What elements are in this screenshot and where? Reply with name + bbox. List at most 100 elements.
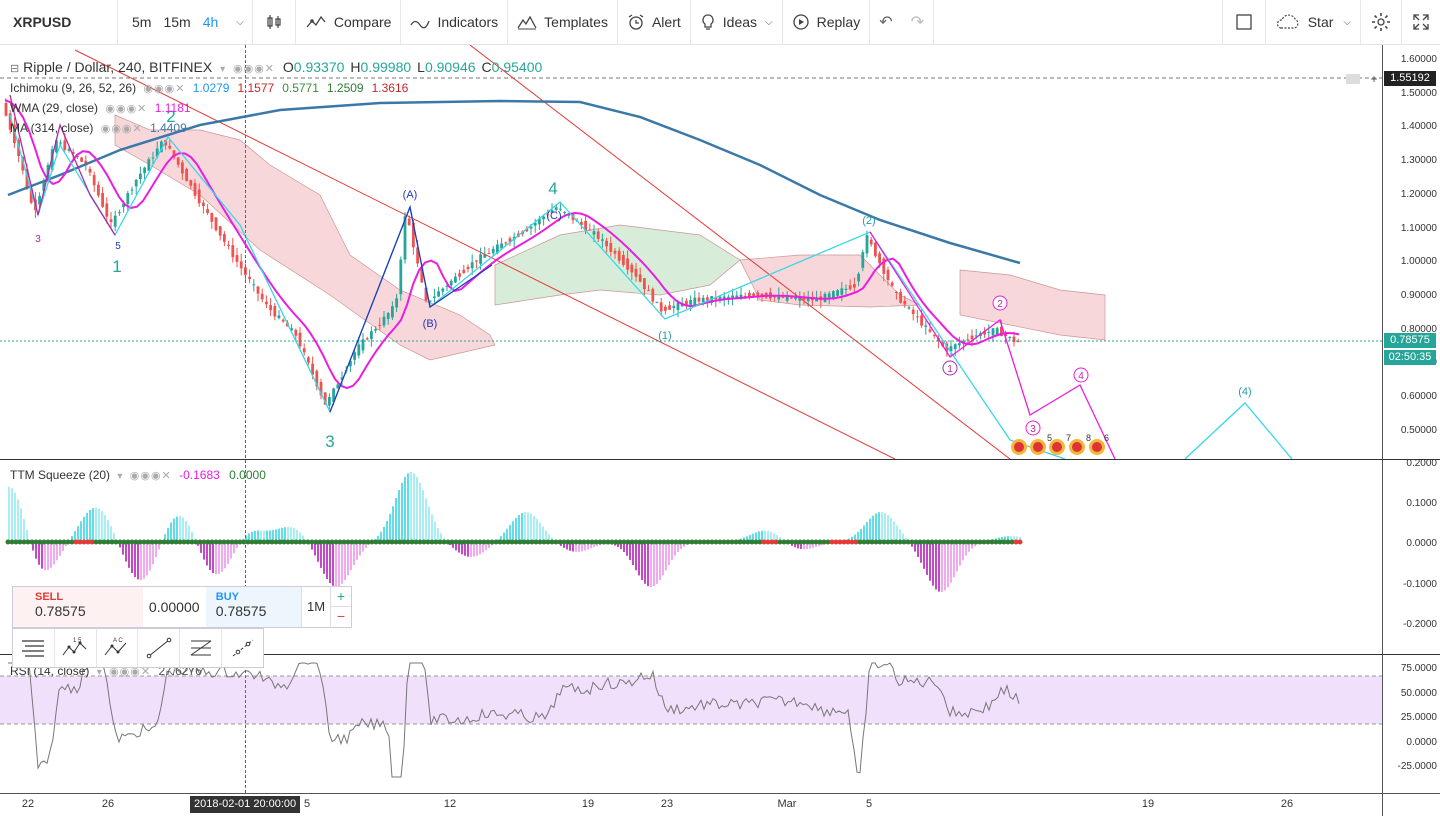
squeeze-bar xyxy=(128,542,130,568)
squeeze-bar xyxy=(353,542,355,565)
squeeze-bar xyxy=(512,521,514,542)
minor-label-5: 5 xyxy=(115,241,121,252)
alert-button[interactable]: Alert xyxy=(618,0,691,44)
replay-button[interactable]: Replay xyxy=(783,0,871,44)
interval-5m[interactable]: 5m xyxy=(118,0,157,44)
squeeze-bar xyxy=(407,473,409,542)
candle xyxy=(80,157,83,162)
legend-buttons[interactable]: ◉◉◉✕ xyxy=(105,102,147,115)
squeeze-bar xyxy=(107,520,109,542)
candle xyxy=(303,343,306,355)
squeeze-bar xyxy=(38,542,40,565)
indicators-button[interactable]: Indicators xyxy=(401,0,508,44)
time-tick: 19 xyxy=(1142,798,1154,810)
compare-button[interactable]: Compare xyxy=(296,0,402,44)
trend-line-tool[interactable] xyxy=(138,629,180,667)
candle xyxy=(992,328,995,342)
buy-button[interactable]: BUY 0.78575 xyxy=(206,587,301,627)
chevron-down-icon[interactable]: ▾ xyxy=(97,667,102,678)
increase-button[interactable]: + xyxy=(330,587,351,607)
interval-15m[interactable]: 15m xyxy=(157,0,196,44)
elliott-tool-lines[interactable] xyxy=(13,629,55,667)
templates-button[interactable]: Templates xyxy=(508,0,618,44)
legend-buttons[interactable]: ◉◉◉✕ xyxy=(143,82,185,95)
candle xyxy=(131,187,134,195)
event-count: 8 xyxy=(1086,433,1091,443)
decrease-button[interactable]: − xyxy=(330,607,351,626)
candle xyxy=(1008,336,1011,340)
interval-dropdown[interactable]: ⌵ xyxy=(224,0,253,44)
plus-icon[interactable]: + xyxy=(1367,73,1381,85)
ray-tool[interactable] xyxy=(222,629,263,667)
squeeze-bar xyxy=(83,517,85,542)
squeeze-bar xyxy=(869,519,871,542)
squeeze-bar xyxy=(629,542,631,560)
ideas-button[interactable]: Ideas ⌵ xyxy=(691,0,783,44)
circled-label-4: 4 xyxy=(1078,371,1084,382)
squeeze-bar xyxy=(659,542,661,580)
squeeze-bar xyxy=(641,542,643,580)
undo-button[interactable]: ↶ xyxy=(870,0,901,44)
price-pane[interactable]: 1 2 3 4 3 5 (A) (B) (C) (1) (2) (4) 1 2 … xyxy=(0,45,1382,459)
squeeze-bar xyxy=(932,542,934,586)
interval-4h[interactable]: 4h xyxy=(197,0,225,44)
price-chart[interactable]: 1 2 3 4 3 5 (A) (B) (C) (1) (2) (4) 1 2 … xyxy=(0,45,1382,459)
squeeze-value-2: 0.0000 xyxy=(229,468,266,482)
squeeze-bar xyxy=(92,508,94,542)
candlesticks xyxy=(5,98,1020,410)
expand-button[interactable] xyxy=(1402,0,1440,44)
ohlc-c: C0.95400 xyxy=(482,59,543,75)
chevron-down-icon[interactable]: ▾ xyxy=(220,64,225,75)
sell-button[interactable]: SELL 0.78575 xyxy=(13,587,143,627)
legend-buttons[interactable]: ◉◉◉✕ xyxy=(130,469,172,482)
symbol-label: XRPUSD xyxy=(13,14,71,30)
candle xyxy=(362,333,365,354)
rsi-pane[interactable]: RSI (14, close) ▾ ◉◉◉✕ 27.6276 xyxy=(0,655,1382,793)
square-icon xyxy=(1235,13,1253,31)
redo-button[interactable]: ↷ xyxy=(902,0,934,44)
squeeze-bar xyxy=(935,542,937,589)
legend-buttons[interactable]: ◉◉◉✕ xyxy=(233,62,275,75)
squeeze-bar xyxy=(341,542,343,584)
squeeze-bar xyxy=(131,542,133,573)
crosshair-time-tag: 2018-02-01 20:00:00 xyxy=(190,796,300,813)
wave-label-paren-4: (4) xyxy=(1238,386,1251,398)
squeeze-bar xyxy=(428,507,430,542)
elliott-tool-correction[interactable]: A C xyxy=(97,629,139,667)
compare-icon xyxy=(305,14,327,30)
candle xyxy=(223,231,226,246)
expand-icon xyxy=(1412,13,1430,31)
axis-tick: 75.0000 xyxy=(1401,663,1437,674)
time-tick: 22 xyxy=(22,798,34,810)
candle xyxy=(185,168,188,182)
squeeze-bar xyxy=(872,516,874,542)
fib-tool[interactable] xyxy=(180,629,222,667)
fullscreen-layout-button[interactable] xyxy=(1223,0,1266,44)
squeeze-bar xyxy=(338,542,340,586)
symbol-search[interactable]: XRPUSD xyxy=(0,0,118,44)
candle xyxy=(899,289,902,304)
squeeze-bar xyxy=(539,523,541,542)
squeeze-bar xyxy=(392,506,394,542)
elliott-tool-impulse[interactable]: 1 5 xyxy=(55,629,97,667)
lock-icon[interactable] xyxy=(1346,74,1360,84)
candle xyxy=(139,167,142,184)
sell-price: 0.78575 xyxy=(35,603,143,619)
chevron-down-icon[interactable]: ▾ xyxy=(117,471,122,482)
chart-style-button[interactable] xyxy=(253,0,296,44)
settings-button[interactable] xyxy=(1361,0,1402,44)
legend-buttons[interactable]: ◉◉◉✕ xyxy=(101,122,143,135)
squeeze-bar xyxy=(668,542,670,565)
crosshair-price-tag: 1.55192 xyxy=(1384,71,1436,86)
candle xyxy=(273,303,276,320)
quantity-field[interactable]: 1M xyxy=(301,587,330,627)
squeeze-bar xyxy=(425,498,427,542)
time-tick: 26 xyxy=(102,798,114,810)
collapse-icon[interactable]: ⊟ xyxy=(10,63,19,75)
squeeze-bar xyxy=(662,542,664,575)
cloud-star-button[interactable]: Star ⌵ xyxy=(1266,0,1361,44)
